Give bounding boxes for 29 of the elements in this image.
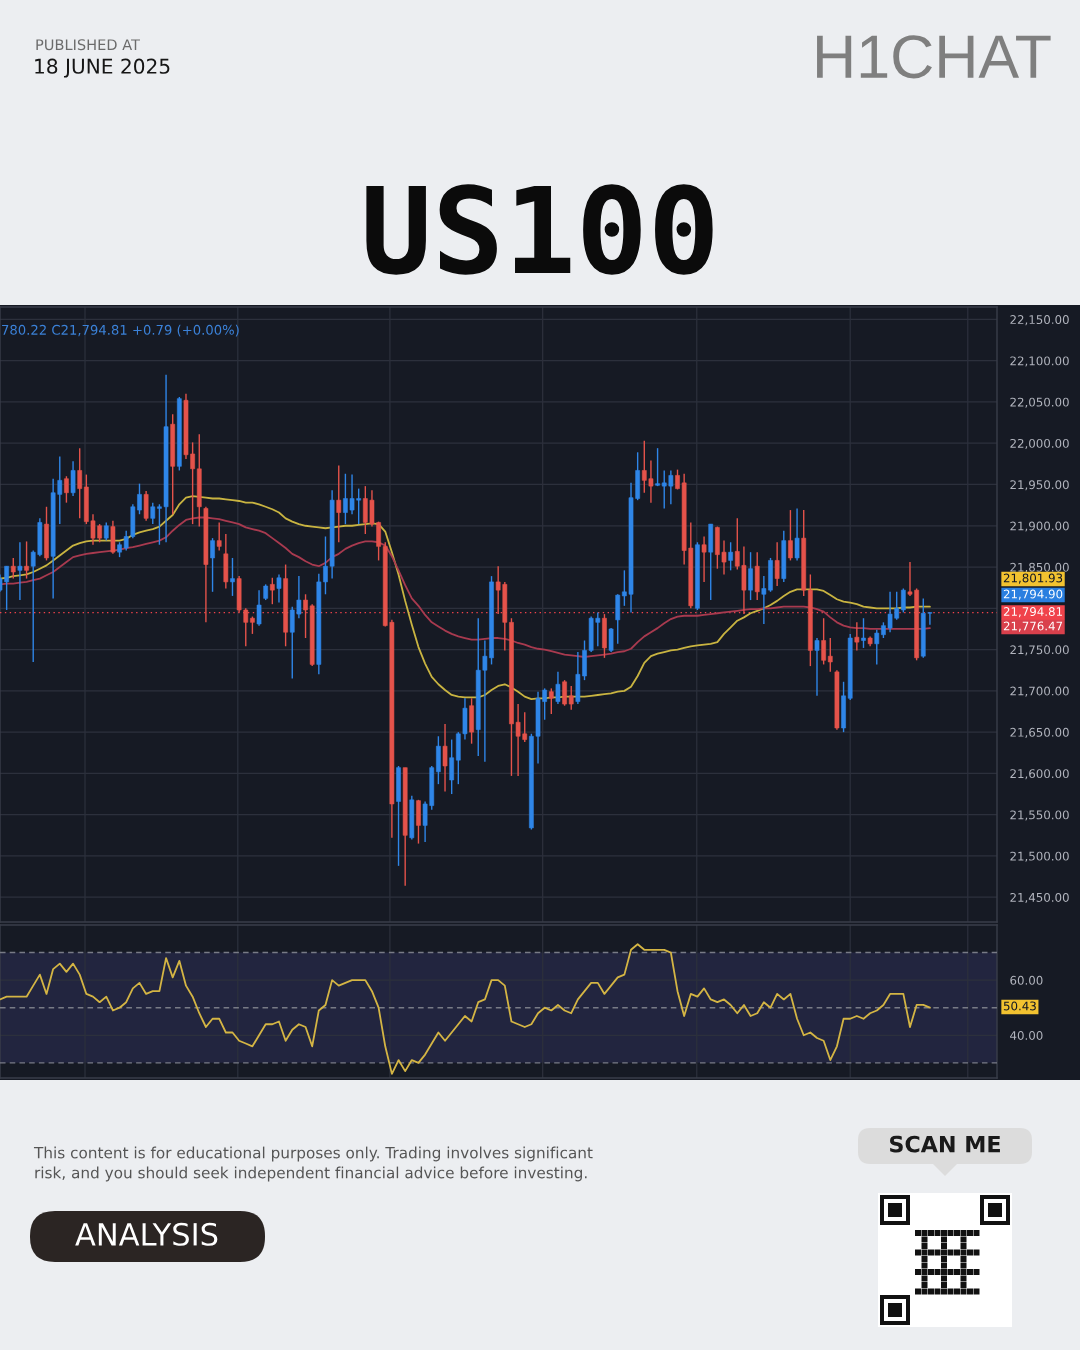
y-tick-label: 40.00	[1010, 1030, 1043, 1040]
chart-title: US100	[366, 184, 713, 275]
y-tick-label: 60.00	[1010, 975, 1043, 985]
y-tick-label: 22,050.00	[1010, 397, 1069, 408]
y-tick-label: 21,600.00	[1010, 769, 1069, 780]
y-tick-label: 22,150.00	[1010, 315, 1069, 326]
y-tick-label: 22,000.00	[1010, 438, 1069, 450]
text: 21,801.93	[1003, 573, 1063, 584]
annotation: 780.22 C21,794.81 +0.79 (+0.00%)	[2, 324, 239, 337]
text: 21,776.47	[1003, 621, 1063, 632]
text: 21,794.90	[1003, 589, 1063, 600]
text: SCAN ME	[890, 1135, 1000, 1153]
y-tick-label: 21,950.00	[1010, 480, 1069, 491]
ref-line-label: 21,794.81	[1003, 607, 1062, 618]
y-tick-label: 21,550.00	[1010, 810, 1069, 821]
text: H1CHAT	[817, 35, 1051, 79]
y-tick-label: 21,500.00	[1010, 851, 1069, 862]
y-tick-label: 22,100.00	[1010, 356, 1069, 367]
text: This content is for educational purposes only. Trading involves significant risk, and you should seek independent financial advice before investing.	[33, 1146, 593, 1182]
y-tick-label: 21,650.00	[1010, 727, 1069, 738]
y-tick-label: 21,750.00	[1010, 645, 1069, 656]
y-tick-label: 21,850.00	[1010, 562, 1069, 573]
text: 18 JUNE 2025	[35, 58, 170, 78]
text: PUBLISHED AT	[36, 39, 140, 51]
y-tick-label: 21,450.00	[1010, 892, 1069, 904]
y-tick-label: 21,700.00	[1010, 686, 1069, 697]
y-tick-label: 21,900.00	[1010, 521, 1069, 532]
text: ANALYSIS	[75, 1222, 218, 1246]
text: 50.43	[1003, 1001, 1036, 1011]
